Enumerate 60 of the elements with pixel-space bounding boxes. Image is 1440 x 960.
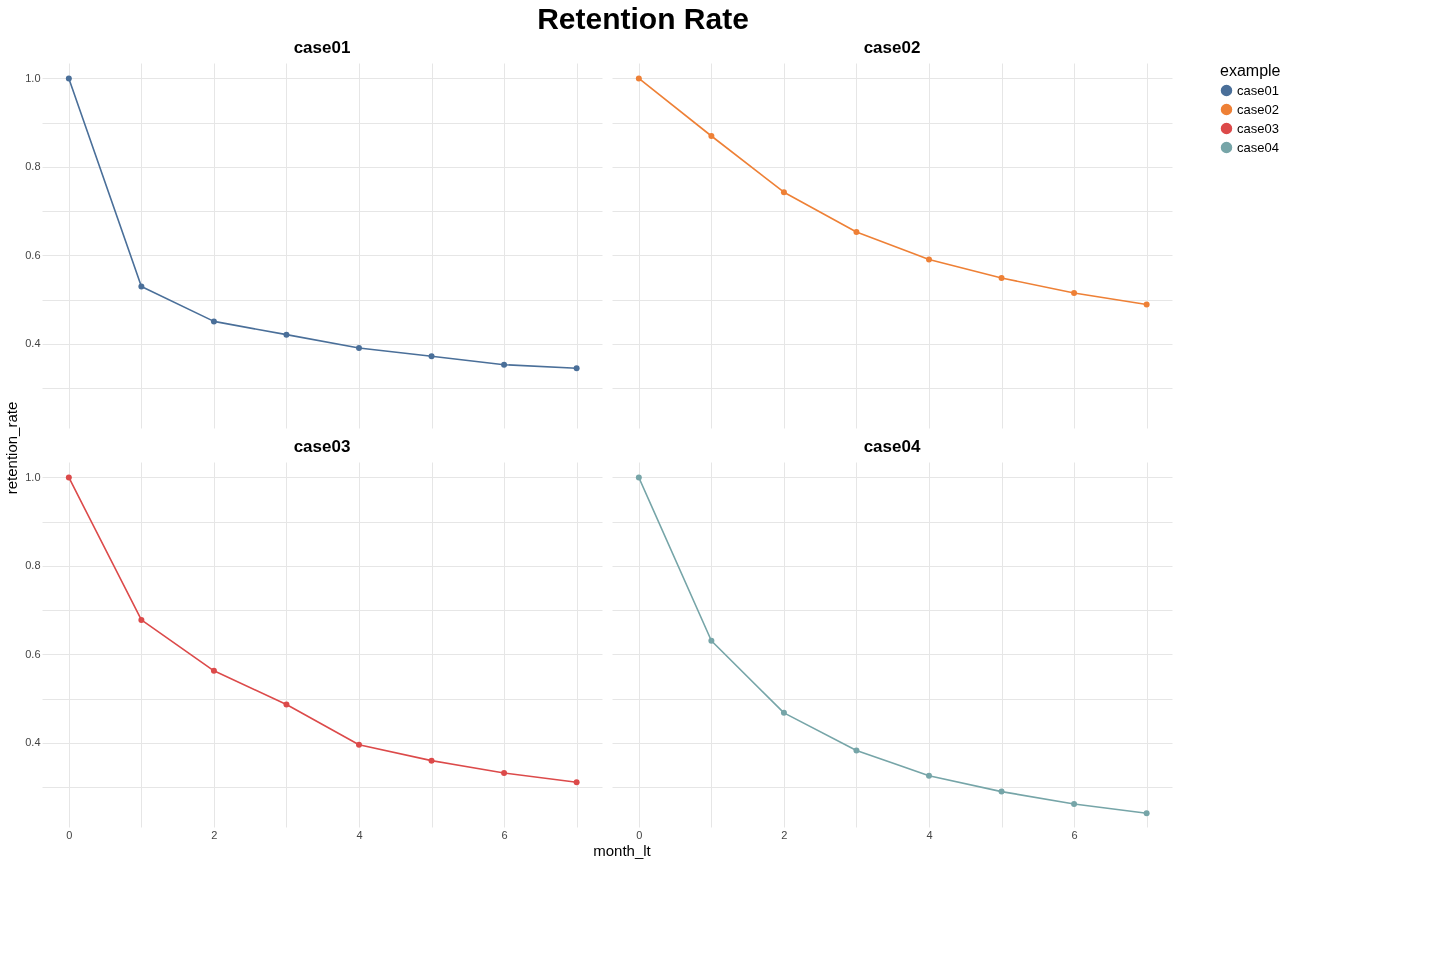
chart-title: case01 — [293, 38, 351, 57]
point — [925, 772, 932, 779]
point — [1143, 810, 1150, 817]
x-tick-label: 0 — [636, 828, 643, 841]
point — [65, 474, 72, 481]
y-tick-label: 0.4 — [25, 337, 41, 350]
point — [1071, 801, 1078, 807]
x-tick-label: 2 — [211, 828, 218, 841]
point — [501, 770, 508, 777]
y-tick-label: 0.6 — [25, 248, 41, 261]
x-tick-label: 2 — [781, 828, 788, 841]
point — [138, 616, 145, 623]
point — [708, 637, 715, 644]
point — [573, 365, 580, 372]
point — [708, 133, 715, 139]
point — [355, 741, 362, 748]
y-tick-label: 1.0 — [25, 71, 41, 84]
point — [635, 474, 642, 481]
x-axis-title: month_lt — [593, 842, 652, 859]
x-tick-label: 6 — [1071, 828, 1078, 841]
point — [573, 779, 580, 786]
point — [355, 344, 362, 351]
point — [428, 757, 435, 764]
y-tick-label: 0.6 — [25, 647, 41, 660]
x-tick-label: 4 — [356, 828, 363, 841]
point — [210, 318, 217, 325]
point — [635, 75, 642, 82]
point — [283, 331, 290, 338]
point — [925, 256, 932, 263]
chart-title: case04 — [863, 437, 921, 456]
legend-label: case03 — [1237, 120, 1279, 136]
legend-label: case04 — [1237, 139, 1279, 155]
point — [138, 283, 145, 290]
legend-label: case02 — [1237, 101, 1279, 117]
y-tick-label: 0.8 — [25, 559, 41, 572]
legend-label: case01 — [1237, 82, 1279, 98]
point — [853, 747, 860, 754]
point — [283, 701, 290, 708]
y-tick-label: 0.8 — [25, 160, 41, 173]
point — [998, 788, 1005, 795]
legend-title: example — [1220, 62, 1281, 79]
point — [65, 75, 72, 82]
y-tick-label: 0.4 — [25, 736, 41, 749]
y-axis-title: retention_rate — [3, 401, 20, 495]
point — [998, 275, 1005, 282]
x-tick-label: 0 — [66, 828, 73, 841]
y-tick-label: 1.0 — [25, 470, 41, 483]
point — [780, 709, 787, 716]
x-tick-label: 6 — [501, 828, 508, 841]
point — [210, 667, 217, 674]
chart-title: case03 — [293, 437, 351, 456]
x-tick-label: 4 — [926, 828, 933, 841]
text: Retention Rate — [537, 2, 749, 35]
chart-title: case02 — [863, 38, 921, 57]
point — [501, 361, 508, 368]
point — [1071, 290, 1078, 297]
point — [780, 189, 787, 196]
point — [853, 229, 860, 235]
point — [428, 353, 435, 360]
point — [1143, 301, 1150, 308]
